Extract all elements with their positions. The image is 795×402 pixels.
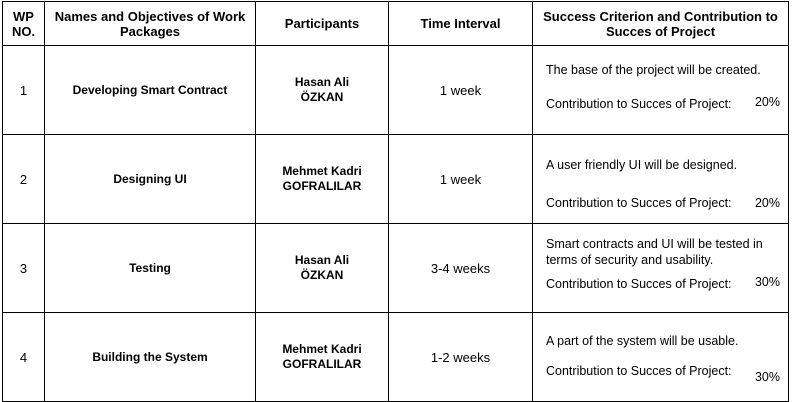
criterion-text: A user friendly UI will be designed.	[546, 158, 738, 172]
contribution-label: Contribution to Succes of Project:	[546, 277, 732, 291]
participant-first-line: Mehmet Kadri	[282, 164, 362, 178]
header-row: WP NO. Names and Objectives of Work Pack…	[2, 1, 789, 46]
wp-time-interval: 1-2 weeks	[388, 312, 533, 402]
table-row: 1 Developing Smart Contract Hasan Ali ÖZ…	[2, 45, 789, 135]
header-time-interval: Time Interval	[388, 1, 533, 46]
criterion-text: The base of the project will be created.	[546, 63, 761, 77]
wp-number: 4	[2, 312, 45, 402]
wp-participants: Mehmet Kadri GOFRALILAR	[255, 312, 389, 402]
criterion-text: A part of the system will be usable.	[546, 334, 739, 348]
wp-success-criterion: A user friendly UI will be designed. Con…	[532, 134, 789, 224]
wp-name: Building the System	[44, 312, 256, 402]
wp-participants: Hasan Ali ÖZKAN	[255, 223, 389, 313]
participant-second-line: ÖZKAN	[300, 268, 344, 282]
wp-name: Developing Smart Contract	[44, 45, 256, 135]
wp-time-interval: 1 week	[388, 45, 533, 135]
wp-name: Testing	[44, 223, 256, 313]
contribution-value: 20%	[754, 196, 780, 210]
wp-number: 3	[2, 223, 45, 313]
wp-name: Designing UI	[44, 134, 256, 224]
participant-second-line: GOFRALILAR	[282, 357, 362, 371]
table-row: 3 Testing Hasan Ali ÖZKAN 3-4 weeks Smar…	[2, 223, 789, 313]
wp-success-criterion: A part of the system will be usable. Con…	[532, 312, 789, 402]
header-work-package-name: Names and Objectives of Work Packages	[44, 1, 256, 46]
wp-time-interval: 1 week	[388, 134, 533, 224]
participant-second-line: GOFRALILAR	[282, 179, 362, 193]
criterion-text: Smart contracts and UI will be tested in…	[546, 237, 763, 267]
participant-second-line: ÖZKAN	[300, 90, 344, 104]
header-wp-no: WP NO.	[2, 1, 45, 46]
contribution-label: Contribution to Succes of Project:	[546, 97, 732, 111]
contribution-label: Contribution to Succes of Project:	[546, 196, 732, 210]
table-row: 4 Building the System Mehmet Kadri GOFRA…	[2, 312, 789, 402]
participant-first-line: Hasan Ali	[294, 253, 350, 267]
header-participants: Participants	[255, 1, 389, 46]
wp-time-interval: 3-4 weeks	[388, 223, 533, 313]
wp-number: 2	[2, 134, 45, 224]
contribution-value: 30%	[754, 370, 780, 384]
contribution-value: 30%	[754, 275, 780, 289]
table-row: 2 Designing UI Mehmet Kadri GOFRALILAR 1…	[2, 134, 789, 224]
participant-first-line: Hasan Ali	[294, 75, 350, 89]
wp-participants: Mehmet Kadri GOFRALILAR	[255, 134, 389, 224]
header-success-criterion: Success Criterion and Contribution to Su…	[532, 1, 789, 46]
participant-first-line: Mehmet Kadri	[282, 342, 362, 356]
wp-success-criterion: The base of the project will be created.…	[532, 45, 789, 135]
wp-number: 1	[2, 45, 45, 135]
contribution-value: 20%	[754, 95, 780, 109]
wp-success-criterion: Smart contracts and UI will be tested in…	[532, 223, 789, 313]
contribution-label: Contribution to Succes of Project:	[546, 364, 732, 378]
wp-participants: Hasan Ali ÖZKAN	[255, 45, 389, 135]
